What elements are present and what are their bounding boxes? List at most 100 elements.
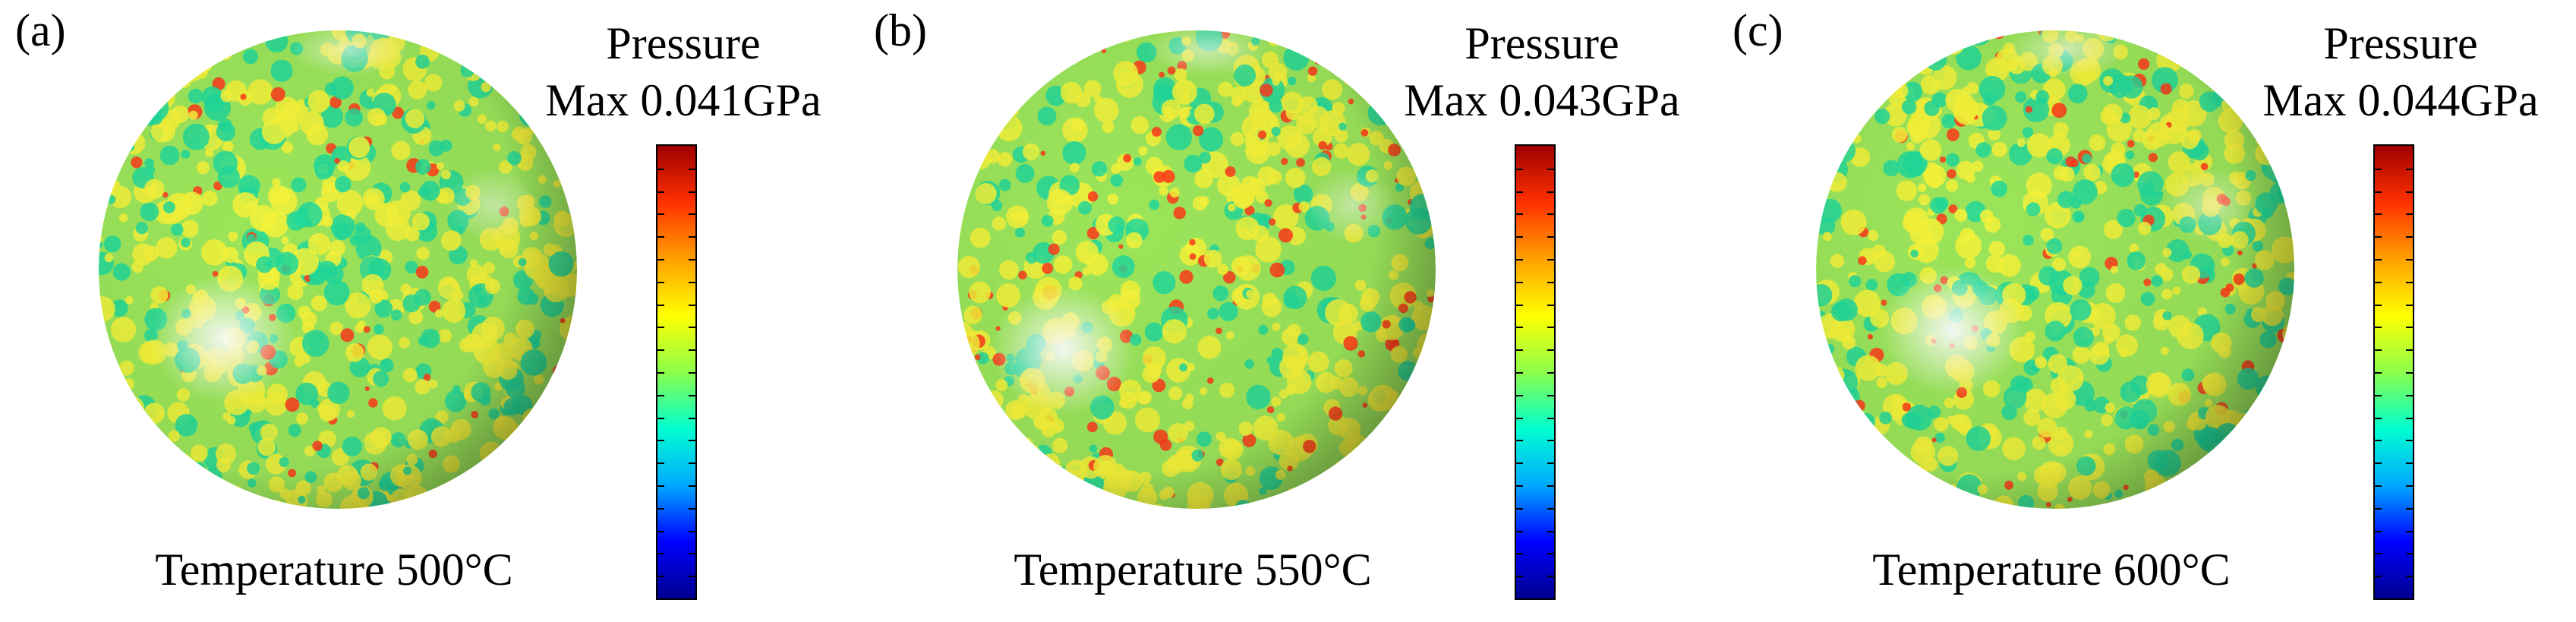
pressure-spot [984, 500, 996, 509]
colorbar-tick [657, 259, 664, 260]
pressure-spot [978, 474, 998, 494]
colorbar-tick [1516, 553, 1523, 555]
pressure-spot [970, 135, 988, 153]
pressure-spot [1850, 53, 1862, 65]
colorbar-max-label: Max 0.041GPa [545, 75, 821, 125]
pressure-spot [957, 38, 971, 63]
colorbar-tick [2406, 485, 2413, 487]
pressure-spot [131, 406, 140, 415]
pressure-spot [413, 497, 436, 509]
pressure-spot [1887, 475, 1900, 487]
colorbar-title-text: Pressure [2323, 18, 2478, 68]
pressure-spot [1086, 30, 1111, 50]
pressure-spot [1414, 376, 1433, 395]
colorbar-tick [2406, 191, 2413, 193]
colorbar-tick [657, 394, 664, 396]
pressure-spot [989, 406, 1000, 418]
pressure-spot [1361, 469, 1379, 487]
pressure-spot [99, 84, 112, 99]
pressure-spot [121, 431, 145, 454]
pressure-spot [180, 473, 197, 491]
pressure-spot [257, 32, 267, 43]
pressure-spot [1036, 50, 1060, 74]
pressure-spot [985, 426, 1004, 444]
colorbar-tick [2375, 576, 2382, 578]
colorbar-tick [689, 281, 695, 283]
pressure-spot [488, 30, 513, 56]
pressure-spot [1843, 448, 1854, 459]
pressure-spot [1367, 485, 1376, 493]
pressure-spot [1863, 471, 1873, 481]
pressure-spot [957, 40, 977, 63]
pressure-spot [993, 503, 1000, 509]
pressure-spot [1832, 90, 1852, 110]
pressure-spot [1982, 30, 1995, 38]
pressure-spot [1818, 401, 1831, 415]
colorbar-tick [1547, 281, 1554, 283]
colorbar-tick [689, 259, 695, 260]
pressure-spot [973, 478, 985, 491]
pressure-spot [131, 103, 151, 123]
colorbar-tick [689, 327, 695, 329]
pressure-spot [1406, 380, 1430, 403]
pressure-spot [440, 40, 450, 50]
pressure-spot [1384, 504, 1389, 509]
colorbar-tick [689, 485, 695, 487]
colorbar-tick [2406, 576, 2413, 578]
pressure-spot [125, 463, 137, 475]
pressure-spot [2222, 493, 2250, 509]
pressure-spot [1018, 82, 1026, 90]
pressure-spot [1415, 385, 1436, 411]
pressure-spot [511, 84, 523, 96]
pressure-spot [1826, 115, 1849, 137]
pressure-spot [1841, 87, 1864, 109]
pressure-spot [99, 112, 111, 127]
pressure-spot [565, 178, 577, 198]
pressure-spot [166, 81, 178, 94]
pressure-spot [1080, 497, 1095, 509]
pressure-spot [531, 437, 544, 450]
pressure-spot [1874, 478, 1884, 488]
colorbar-tick [657, 349, 664, 352]
pressure-spot [466, 472, 484, 490]
pressure-spot [215, 30, 235, 49]
pressure-spot [1029, 475, 1038, 484]
pressure-spot [528, 431, 541, 444]
pressure-spot [1816, 108, 1826, 128]
colorbar-tick [2375, 349, 2382, 352]
panel-label: (a) [15, 5, 66, 55]
pressure-spot [1405, 474, 1427, 497]
pressure-spot [503, 30, 523, 47]
pressure-spot [1899, 35, 1917, 52]
pressure-spot [1402, 398, 1411, 406]
pressure-spot [1816, 393, 1824, 409]
pressure-spot [123, 101, 137, 116]
pressure-spot [102, 103, 125, 125]
colorbar-tick [689, 213, 695, 216]
pressure-spot [108, 448, 118, 458]
pressure-spot [502, 469, 511, 478]
colorbar-tick [1516, 507, 1523, 510]
colorbar-tick [1547, 304, 1554, 306]
pressure-spot [972, 480, 987, 495]
pressure-spot [1379, 457, 1405, 482]
pressure-spot [1003, 39, 1016, 52]
pressure-spot [1816, 68, 1830, 87]
pressure-spot [462, 30, 486, 44]
pressure-spot [2253, 499, 2269, 509]
pressure-spot [1953, 30, 1965, 36]
pressure-spot [1831, 477, 1859, 504]
pressure-spot [1922, 33, 1930, 41]
pressure-spot [1420, 498, 1432, 509]
colorbar-tick [657, 463, 664, 465]
pressure-spot [2237, 493, 2254, 509]
colorbar-tick [2375, 530, 2382, 532]
panel-label: (c) [1733, 5, 1783, 55]
colorbar-tick [2375, 463, 2382, 465]
pressure-spot [999, 49, 1021, 71]
colorbar-tick [1516, 463, 1523, 465]
pressure-spot [565, 480, 573, 488]
colorbar-tick [2375, 281, 2382, 283]
pressure-spot [1283, 30, 1307, 52]
pressure-spot [1828, 446, 1849, 466]
